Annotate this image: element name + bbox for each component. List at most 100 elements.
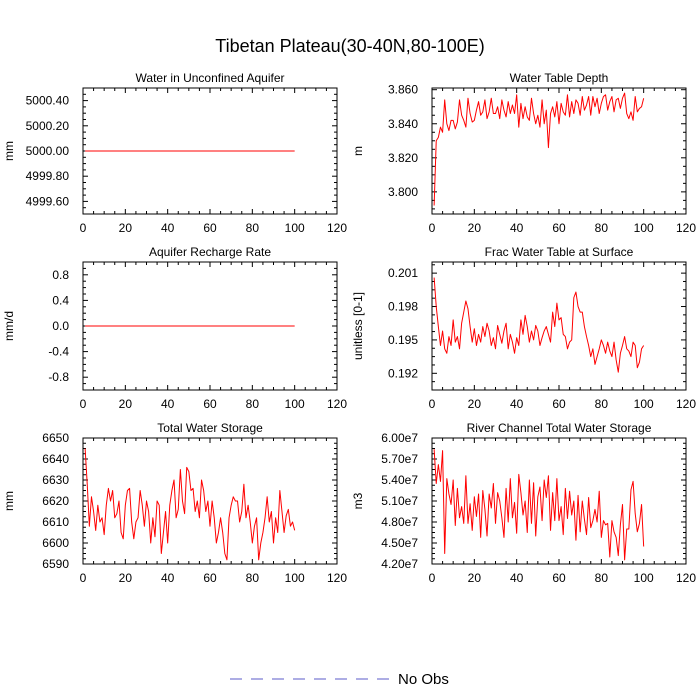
chart-panels: Water in Unconfined Aquifer mm 0 20 40 60 80 10… xyxy=(2,71,696,585)
chart-panel-2: Water Table Depth m 0 20 40 60 80 100 120 3.800 3.… xyxy=(351,71,696,235)
x-tick-label: 80 xyxy=(595,397,609,411)
panel-title: Total Water Storage xyxy=(157,421,263,435)
panel-title: River Channel Total Water Storage xyxy=(467,421,652,435)
y-tick-label: 0.8 xyxy=(52,268,69,282)
y-tick-label: 6610 xyxy=(42,515,69,529)
y-tick-label: 6590 xyxy=(42,557,69,571)
y-tick-label: 6620 xyxy=(42,494,69,508)
y-tick-label: 3.800 xyxy=(388,185,418,199)
y-tick-label: 3.820 xyxy=(388,151,418,165)
figure-title: Tibetan Plateau(30-40N,80-100E) xyxy=(215,36,485,56)
y-tick-label: 0.198 xyxy=(388,300,418,314)
x-tick-label: 60 xyxy=(203,571,217,585)
legend-label-no-obs: No Obs xyxy=(398,671,449,688)
series-line-1850-144 xyxy=(433,449,645,561)
x-tick-label: 20 xyxy=(119,221,133,235)
x-tick-label: 80 xyxy=(595,221,609,235)
y-axis-label: m3 xyxy=(351,492,365,509)
y-tick-label: 5.10e7 xyxy=(381,494,418,508)
x-tick-label: 0 xyxy=(429,397,436,411)
y-tick-label: 5.40e7 xyxy=(381,473,418,487)
x-tick-label: 0 xyxy=(80,571,87,585)
y-tick-label: 4.20e7 xyxy=(381,557,418,571)
y-axis-label: m xyxy=(351,146,365,156)
x-tick-label: 0 xyxy=(429,571,436,585)
x-tick-label: 80 xyxy=(246,571,260,585)
y-axis-label: mm xyxy=(2,491,16,511)
series-line-1850-144 xyxy=(433,277,645,373)
chart-panel-5: Total Water Storage mm 0 20 40 60 80 100 120 6590… xyxy=(2,421,347,585)
y-tick-label: 0.192 xyxy=(388,366,418,380)
x-tick-label: 40 xyxy=(510,571,524,585)
x-tick-label: 120 xyxy=(676,571,696,585)
y-tick-label: 6640 xyxy=(42,452,69,466)
y-tick-label: 6630 xyxy=(42,473,69,487)
x-tick-label: 0 xyxy=(80,221,87,235)
x-tick-label: 120 xyxy=(676,221,696,235)
y-tick-label: 5000.40 xyxy=(26,94,70,108)
x-tick-label: 40 xyxy=(161,571,175,585)
panel-title: Aquifer Recharge Rate xyxy=(149,245,271,259)
y-tick-label: 5000.00 xyxy=(26,144,70,158)
y-tick-label: 5000.20 xyxy=(26,119,70,133)
panel-title: Water in Unconfined Aquifer xyxy=(136,71,285,85)
x-tick-label: 20 xyxy=(119,571,133,585)
y-tick-label: 4999.60 xyxy=(26,194,70,208)
x-tick-label: 40 xyxy=(161,397,175,411)
panel-title: Water Table Depth xyxy=(510,71,609,85)
y-tick-label: 0.201 xyxy=(388,266,418,280)
y-tick-label: 0.195 xyxy=(388,333,418,347)
x-tick-label: 60 xyxy=(203,221,217,235)
x-tick-label: 100 xyxy=(285,397,305,411)
x-tick-label: 40 xyxy=(510,221,524,235)
plot-frame xyxy=(82,437,338,565)
x-tick-label: 100 xyxy=(634,571,654,585)
x-tick-label: 0 xyxy=(429,221,436,235)
x-tick-label: 80 xyxy=(595,571,609,585)
plot-frame xyxy=(431,437,687,565)
chart-panel-1: Water in Unconfined Aquifer mm 0 20 40 60 80 10… xyxy=(2,71,347,235)
y-tick-label: 4.80e7 xyxy=(381,515,418,529)
x-tick-label: 100 xyxy=(285,221,305,235)
series-line-1850-144 xyxy=(84,448,296,561)
y-tick-label: 3.860 xyxy=(388,83,418,97)
y-tick-label: -0.8 xyxy=(48,370,69,384)
y-tick-label: 6650 xyxy=(42,431,69,445)
x-tick-label: 60 xyxy=(552,221,566,235)
x-tick-label: 100 xyxy=(634,221,654,235)
plot-frame xyxy=(431,87,687,215)
x-tick-label: 80 xyxy=(246,221,260,235)
x-tick-label: 60 xyxy=(552,571,566,585)
x-tick-label: 20 xyxy=(468,571,482,585)
y-tick-label: 0.0 xyxy=(52,319,69,333)
y-axis-label: mm xyxy=(2,141,16,161)
x-tick-label: 60 xyxy=(203,397,217,411)
y-tick-label: 6600 xyxy=(42,536,69,550)
x-tick-label: 0 xyxy=(80,397,87,411)
x-tick-label: 120 xyxy=(327,397,347,411)
y-tick-label: 5.70e7 xyxy=(381,452,418,466)
series-line-1850-144 xyxy=(433,92,645,206)
y-tick-label: 0.4 xyxy=(52,293,69,307)
y-tick-label: 3.840 xyxy=(388,117,418,131)
x-tick-label: 20 xyxy=(468,221,482,235)
y-tick-label: 6.00e7 xyxy=(381,431,418,445)
x-tick-label: 40 xyxy=(161,221,175,235)
y-tick-label: -0.4 xyxy=(48,345,69,359)
x-tick-label: 20 xyxy=(119,397,133,411)
chart-panel-6: River Channel Total Water Storage m3 0 20 40… xyxy=(351,421,696,585)
y-tick-label: 4.50e7 xyxy=(381,536,418,550)
x-tick-label: 40 xyxy=(510,397,524,411)
y-axis-label: mm/d xyxy=(2,311,16,341)
x-tick-label: 80 xyxy=(246,397,260,411)
panel-title: Frac Water Table at Surface xyxy=(485,245,634,259)
x-tick-label: 120 xyxy=(327,221,347,235)
x-tick-label: 60 xyxy=(552,397,566,411)
legend: No Obs 1850_144 xyxy=(230,671,449,688)
x-tick-label: 120 xyxy=(327,571,347,585)
y-axis-label: unitless [0-1] xyxy=(351,292,365,360)
chart-panel-4: Frac Water Table at Surface unitless [0-1… xyxy=(351,245,696,411)
chart-panel-3: Aquifer Recharge Rate mm/d 0 20 40 60 80 100 120… xyxy=(2,245,347,411)
y-tick-label: 4999.80 xyxy=(26,169,70,183)
